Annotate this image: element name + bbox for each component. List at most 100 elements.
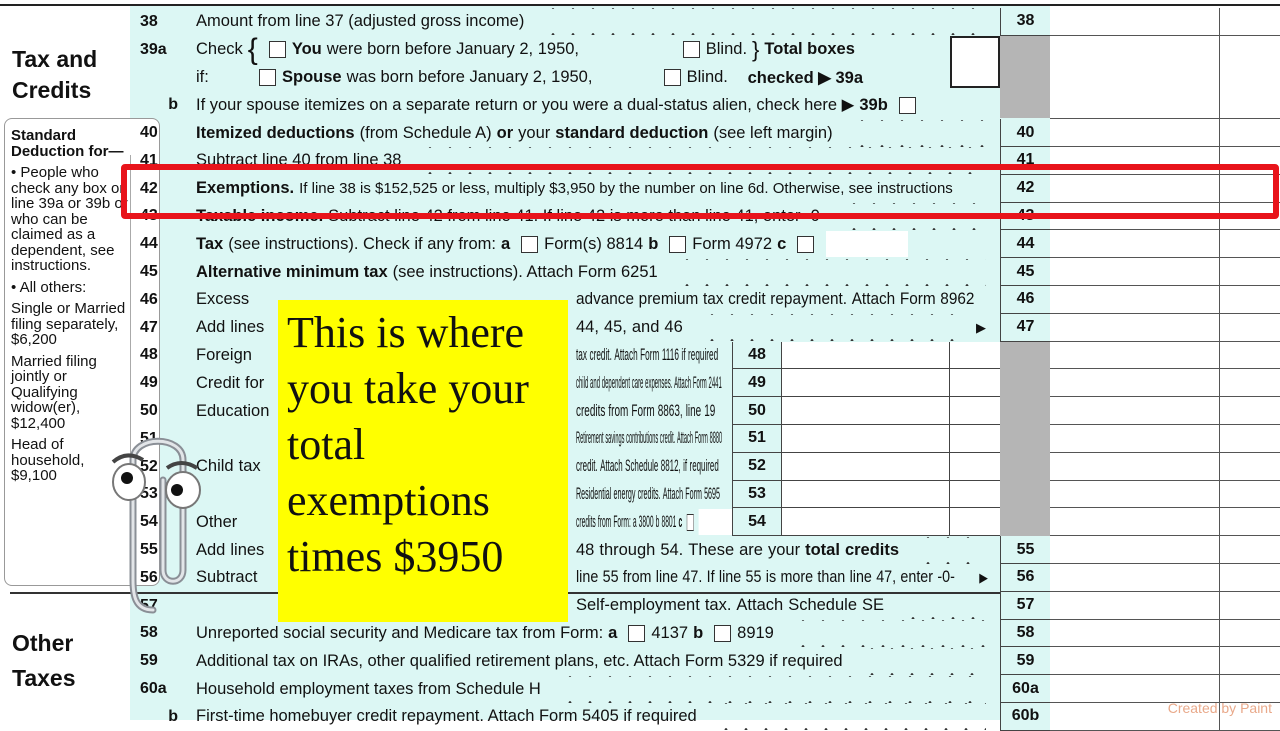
label: was born before January 2, 1950, [347, 68, 653, 87]
line-text: contributions [626, 429, 658, 448]
amount-field[interactable] [1050, 425, 1280, 453]
sub-amount-row: 50 [732, 397, 1000, 425]
sub-amount-field[interactable] [782, 481, 950, 508]
sub-amount-field[interactable] [782, 508, 950, 535]
line-text: Form [631, 402, 654, 421]
amount-field[interactable] [1050, 286, 1280, 314]
line-text: Add [196, 318, 225, 337]
input-field[interactable] [698, 509, 731, 535]
line-text: credits [576, 513, 596, 532]
line-text: Education [196, 402, 269, 421]
amount-field[interactable] [1050, 258, 1280, 286]
line-number-box: 60a [1000, 675, 1050, 703]
checkbox[interactable] [714, 625, 731, 642]
amount-field[interactable] [1050, 481, 1280, 509]
amount-field[interactable] [1050, 592, 1280, 620]
sub-amount-field[interactable] [782, 369, 950, 396]
sub-amount-field[interactable] [782, 397, 950, 424]
line-text: repayment. [770, 290, 847, 309]
line-text: a [501, 235, 510, 254]
line-text: b [648, 235, 658, 254]
line-content: Additional tax on IRAs, other qualified … [196, 647, 1000, 675]
sub-amount-field[interactable] [782, 453, 950, 480]
line-text: Form [685, 485, 702, 504]
input-field[interactable] [826, 231, 908, 257]
line-text: credits [576, 402, 605, 421]
line-text: 45, [604, 318, 627, 337]
line-text: 8919 [737, 624, 774, 643]
note-line: you take your [287, 361, 568, 417]
line-text: total [805, 541, 840, 560]
amount-field[interactable] [1050, 564, 1280, 592]
checkbox[interactable] [628, 625, 645, 642]
line-text: from [598, 513, 611, 532]
line-text: Attach [736, 596, 783, 615]
line-text: from [608, 402, 628, 421]
title-line: Tax and [12, 44, 97, 75]
line-text: 54. [660, 541, 683, 560]
line-text: 46 [664, 318, 682, 337]
amount-field[interactable] [1050, 620, 1280, 648]
brace: } [752, 37, 759, 63]
checkbox[interactable] [899, 97, 916, 114]
line-content: Unreported social security and Medicare … [196, 620, 1000, 648]
line-text: tax [703, 290, 723, 309]
line-text: tax [576, 346, 587, 365]
checkbox-spouse-blind[interactable] [664, 69, 681, 86]
line-text: Alternative minimum tax [196, 263, 388, 282]
checkbox[interactable] [797, 236, 814, 253]
amount-field[interactable] [1050, 119, 1280, 147]
checkbox-you-blind[interactable] [683, 41, 700, 58]
amount-field[interactable] [1050, 369, 1280, 397]
shaded-cell [1000, 35, 1050, 118]
amount-field[interactable] [1050, 342, 1280, 370]
checkbox[interactable] [521, 236, 538, 253]
amount-field[interactable] [1050, 536, 1280, 564]
amount-field[interactable] [1050, 453, 1280, 481]
line-text: credit. [660, 429, 675, 448]
amount-field[interactable] [1050, 314, 1280, 342]
amount-field[interactable] [1050, 230, 1280, 258]
note-line: times $3950 [287, 529, 568, 585]
line-number: b [130, 96, 196, 114]
sub-amount-row: 51 [732, 425, 1000, 453]
line-text: Self-employment [576, 596, 700, 615]
paperclip-assistant-icon[interactable] [105, 420, 215, 620]
line-text: If [707, 568, 715, 587]
line-text: First-time homebuyer credit repayment. A… [196, 707, 697, 726]
total-boxes-field[interactable] [950, 36, 1000, 88]
amount-field[interactable] [1050, 508, 1280, 536]
line-text: Unreported social security and Medicare … [196, 624, 603, 643]
checkbox-spouse-born[interactable] [259, 69, 276, 86]
line-text: Attach [674, 374, 691, 393]
line-text: 8812, [661, 457, 681, 476]
line-text: for [245, 374, 264, 393]
amount-field[interactable] [1050, 647, 1280, 675]
sub-amount-field[interactable] [782, 342, 950, 369]
line-text: more [780, 568, 813, 587]
amount-field[interactable] [1050, 91, 1280, 119]
amount-field[interactable] [1050, 675, 1280, 703]
sub-amount-field[interactable] [782, 425, 950, 452]
line-text: tax. [705, 596, 732, 615]
checkbox[interactable] [669, 236, 686, 253]
line-text: are [739, 541, 763, 560]
line-text: 55 [746, 568, 762, 587]
checkbox-you-born[interactable] [269, 41, 286, 58]
checkbox[interactable] [687, 514, 694, 531]
line-text: standard deduction [555, 124, 708, 143]
amount-field[interactable] [1050, 397, 1280, 425]
line-text: 19 [704, 402, 715, 421]
amount-field[interactable] [1050, 8, 1280, 36]
line-content-inner: First-time homebuyer credit repayment. A… [196, 703, 1000, 731]
dot-leader [710, 703, 986, 730]
